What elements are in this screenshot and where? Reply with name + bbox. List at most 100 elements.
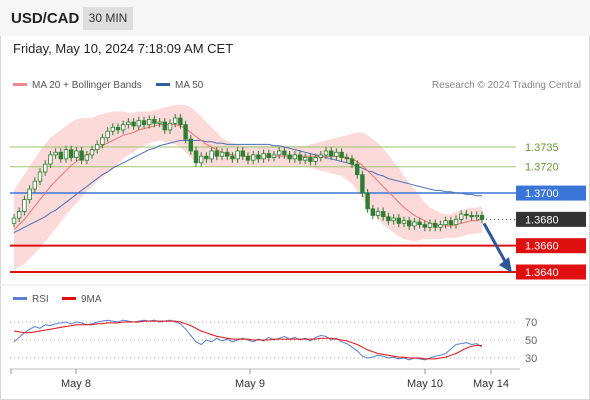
candle-body [22, 199, 27, 212]
candle-body [115, 126, 121, 131]
candle-body [53, 151, 58, 156]
candle-body [276, 150, 282, 156]
level-tag-1-3660 [516, 238, 586, 254]
candle-body [32, 180, 37, 190]
candle-body [386, 216, 391, 222]
candle-body [479, 215, 485, 220]
candle-body [464, 213, 469, 216]
level-label-1-3680: 1.3680 [525, 214, 559, 226]
projection-arrowhead-icon [499, 257, 512, 273]
candle-body [100, 137, 105, 145]
candle-body [266, 153, 271, 158]
rsi-tick-30: 30 [525, 353, 537, 365]
candle-body [131, 121, 136, 127]
level-label-1-3720: 1.3720 [525, 162, 559, 174]
candle-body [183, 124, 188, 140]
candle-body [271, 154, 277, 158]
candle-body [245, 155, 251, 161]
candle-body [401, 220, 407, 224]
rsi-line [13, 319, 483, 361]
candle-body [334, 151, 339, 157]
candle-body [89, 149, 95, 156]
candle-body [339, 151, 344, 158]
chart-header: USD/CAD 30 MIN [0, 0, 590, 36]
candle-body [230, 155, 235, 160]
candle-body [287, 154, 292, 160]
candle-body [48, 154, 53, 165]
candle-body [79, 150, 84, 161]
candle-body [224, 151, 230, 157]
candle-body [157, 121, 162, 124]
candle-body [344, 157, 349, 160]
x-tick-label: May 14 [473, 378, 509, 390]
rsi-tick-70: 70 [525, 317, 537, 329]
candle-body [110, 126, 115, 132]
candle-body [375, 211, 381, 216]
candle-body [469, 215, 474, 218]
candle-body [380, 211, 386, 218]
candle-body [162, 121, 167, 131]
level-label-1-3660: 1.3660 [525, 241, 559, 253]
candle-body [63, 149, 69, 160]
rsi-legend-label: RSI [32, 294, 49, 305]
candle-body [354, 163, 360, 176]
candle-body [453, 218, 459, 226]
candle-body [69, 149, 74, 158]
candle-body [391, 217, 396, 222]
legend-ma20: MA 20 + Bollinger Bands [13, 80, 142, 91]
symbol-title: USD/CAD [11, 10, 80, 27]
legend-ma50-label: MA 50 [175, 80, 204, 91]
candle-body [172, 117, 178, 124]
ma20-swatch-icon [13, 82, 27, 86]
projection-arrow [482, 222, 508, 264]
candle-body [121, 124, 126, 131]
candle-body [443, 220, 448, 226]
candle-body [323, 150, 329, 156]
level-tag-1-3680 [516, 211, 586, 227]
candle-body [58, 151, 63, 160]
candle-body [235, 150, 240, 160]
legend-ma20-label: MA 20 + Bollinger Bands [32, 80, 142, 91]
candle-body [432, 222, 438, 228]
candle-body [474, 215, 479, 218]
candle-body [198, 155, 204, 164]
candle-body [318, 154, 323, 158]
candle-body [37, 171, 43, 182]
level-label-1-3640: 1.3640 [525, 267, 559, 279]
candle-body [448, 220, 453, 226]
candle-body [146, 118, 152, 126]
candle-body [412, 221, 417, 227]
candle-body [458, 213, 464, 220]
candle-body [349, 158, 355, 165]
candle-body [209, 150, 214, 160]
candle-body [105, 130, 110, 139]
candle-body [74, 150, 79, 158]
rsi-legend-swatch-icon [13, 297, 27, 300]
candle-body [313, 157, 318, 162]
candles-group [11, 114, 485, 232]
candle-body [27, 188, 32, 201]
candle-body [360, 174, 365, 194]
candle-body [438, 224, 443, 228]
candle-body [406, 220, 412, 227]
x-tick-label: May 8 [61, 378, 91, 390]
candle-body [188, 138, 193, 152]
candle-body [370, 208, 375, 216]
candle-body [16, 211, 22, 219]
x-tick-label: May 10 [407, 378, 443, 390]
timeframe-button[interactable]: 30 MIN [83, 7, 133, 30]
bollinger-band-area [14, 104, 482, 270]
candle-body [328, 150, 334, 157]
candle-body [141, 120, 147, 126]
candle-body [214, 150, 219, 157]
candle-body [292, 154, 297, 160]
legend-ma50: MA 50 [156, 80, 203, 91]
candle-body [95, 143, 100, 151]
candle-body [167, 122, 173, 131]
level-tag-1-3700 [516, 185, 586, 201]
candle-body [396, 217, 401, 224]
candle-body [261, 153, 266, 160]
candle-body [126, 121, 131, 126]
